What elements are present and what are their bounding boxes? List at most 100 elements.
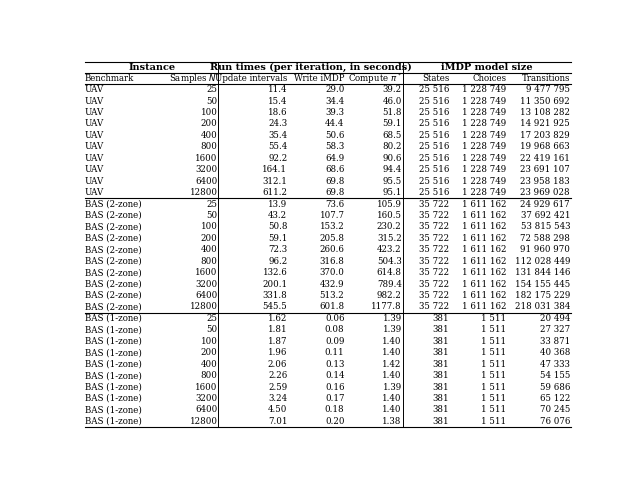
Text: 1.40: 1.40 [382,371,402,380]
Text: 40 368: 40 368 [540,348,570,357]
Text: 1.40: 1.40 [382,394,402,403]
Text: 381: 381 [433,371,449,380]
Text: 381: 381 [433,382,449,392]
Text: 315.2: 315.2 [377,234,402,243]
Text: BAS (1-zone): BAS (1-zone) [85,314,142,323]
Text: 1 611 162: 1 611 162 [462,257,506,266]
Text: 37 692 421: 37 692 421 [520,211,570,220]
Text: 59 686: 59 686 [540,382,570,392]
Text: 1.39: 1.39 [383,314,402,323]
Text: 1.39: 1.39 [383,325,402,334]
Text: 160.5: 160.5 [377,211,402,220]
Text: 1 511: 1 511 [481,382,506,392]
Text: 1 228 749: 1 228 749 [462,131,506,140]
Text: 53 815 543: 53 815 543 [520,222,570,231]
Text: BAS (1-zone): BAS (1-zone) [85,325,142,334]
Text: 43.2: 43.2 [268,211,287,220]
Text: 400: 400 [201,360,218,369]
Text: 50: 50 [206,325,218,334]
Text: 27 327: 27 327 [540,325,570,334]
Text: 614.8: 614.8 [377,268,402,277]
Text: 50.6: 50.6 [325,131,344,140]
Text: 33 871: 33 871 [540,337,570,346]
Text: 1 511: 1 511 [481,360,506,369]
Text: 51.8: 51.8 [382,108,402,117]
Text: 14 921 925: 14 921 925 [520,120,570,128]
Text: 58.3: 58.3 [325,142,344,151]
Text: 381: 381 [433,314,449,323]
Text: 3200: 3200 [195,165,218,174]
Text: 1 511: 1 511 [481,337,506,346]
Text: 29.0: 29.0 [325,85,344,94]
Text: BAS (2-zone): BAS (2-zone) [85,199,141,209]
Text: 1 611 162: 1 611 162 [462,222,506,231]
Text: 423.2: 423.2 [377,245,402,254]
Text: 22 419 161: 22 419 161 [520,154,570,163]
Text: 982.2: 982.2 [377,291,402,300]
Text: 218 031 384: 218 031 384 [515,302,570,311]
Text: 260.6: 260.6 [319,245,344,254]
Text: Transitions: Transitions [522,74,570,83]
Text: 1600: 1600 [195,268,218,277]
Text: 25 516: 25 516 [419,165,449,174]
Text: BAS (1-zone): BAS (1-zone) [85,417,142,426]
Text: 1 511: 1 511 [481,314,506,323]
Text: BAS (1-zone): BAS (1-zone) [85,394,142,403]
Text: 1 228 749: 1 228 749 [462,142,506,151]
Text: 95.1: 95.1 [382,188,402,197]
Text: 230.2: 230.2 [377,222,402,231]
Text: 35 722: 35 722 [419,199,449,209]
Text: 76 076: 76 076 [540,417,570,426]
Text: 12800: 12800 [189,302,218,311]
Text: 35 722: 35 722 [419,234,449,243]
Text: 1 511: 1 511 [481,348,506,357]
Text: States: States [422,74,449,83]
Text: 39.3: 39.3 [326,108,344,117]
Text: BAS (1-zone): BAS (1-zone) [85,360,142,369]
Text: 68.5: 68.5 [382,131,402,140]
Text: 381: 381 [433,406,449,414]
Text: 35 722: 35 722 [419,257,449,266]
Text: 3200: 3200 [195,280,218,288]
Text: 46.0: 46.0 [382,97,402,106]
Text: 381: 381 [433,337,449,346]
Text: BAS (2-zone): BAS (2-zone) [85,302,141,311]
Text: BAS (2-zone): BAS (2-zone) [85,211,141,220]
Text: 1 511: 1 511 [481,417,506,426]
Text: 513.2: 513.2 [320,291,344,300]
Text: 35 722: 35 722 [419,245,449,254]
Text: UAV: UAV [85,154,104,163]
Text: 35 722: 35 722 [419,280,449,288]
Text: 23 958 183: 23 958 183 [520,177,570,186]
Text: 15.4: 15.4 [268,97,287,106]
Text: 1 611 162: 1 611 162 [462,234,506,243]
Text: 6400: 6400 [195,406,218,414]
Text: 131 844 146: 131 844 146 [515,268,570,277]
Text: 0.16: 0.16 [325,382,344,392]
Text: 44.4: 44.4 [325,120,344,128]
Text: 381: 381 [433,417,449,426]
Text: 800: 800 [200,142,218,151]
Text: 80.2: 80.2 [382,142,402,151]
Text: 0.09: 0.09 [325,337,344,346]
Text: 11.4: 11.4 [268,85,287,94]
Text: 12800: 12800 [189,188,218,197]
Text: 90.6: 90.6 [382,154,402,163]
Text: 1 228 749: 1 228 749 [462,154,506,163]
Text: 13.9: 13.9 [268,199,287,209]
Text: 1.87: 1.87 [268,337,287,346]
Text: 50: 50 [206,211,218,220]
Text: 1177.8: 1177.8 [371,302,402,311]
Text: UAV: UAV [85,108,104,117]
Text: 1.81: 1.81 [268,325,287,334]
Text: 601.8: 601.8 [319,302,344,311]
Text: 100: 100 [200,222,218,231]
Text: Samples $N$: Samples $N$ [170,72,218,85]
Text: 17 203 829: 17 203 829 [520,131,570,140]
Text: 11 350 692: 11 350 692 [520,97,570,106]
Text: 35 722: 35 722 [419,268,449,277]
Text: 35 722: 35 722 [419,291,449,300]
Text: BAS (2-zone): BAS (2-zone) [85,222,141,231]
Text: 1 228 749: 1 228 749 [462,120,506,128]
Text: 1600: 1600 [195,382,218,392]
